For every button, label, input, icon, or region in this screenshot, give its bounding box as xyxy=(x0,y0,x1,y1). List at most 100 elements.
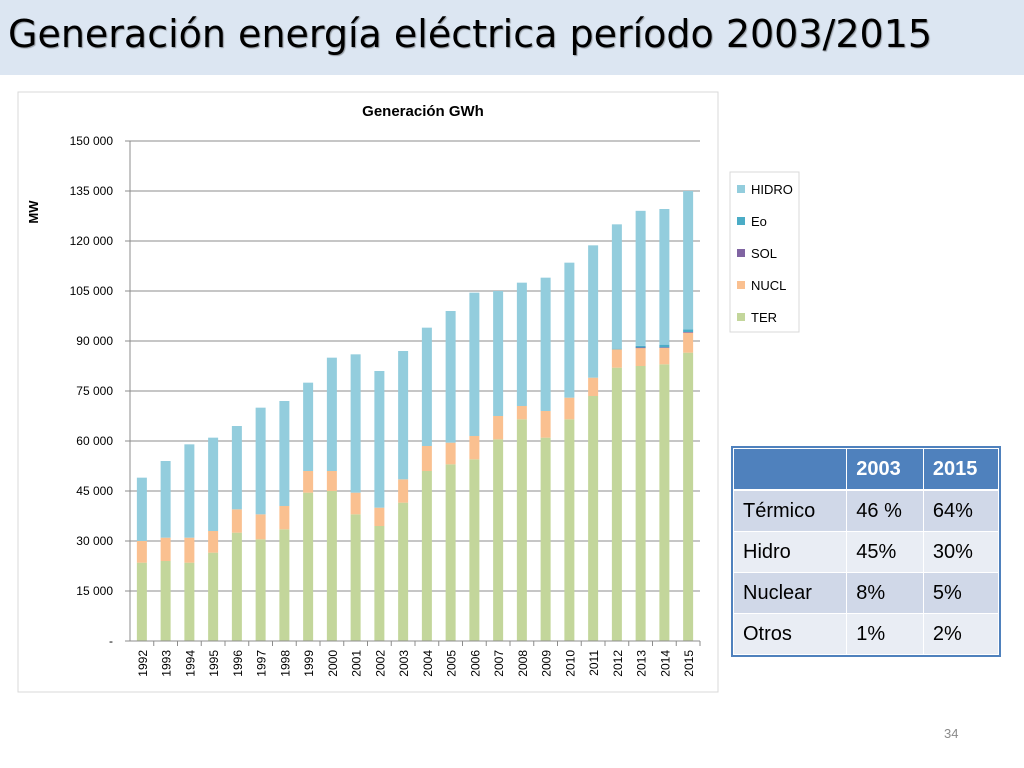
bar-nucl-2004 xyxy=(421,446,432,471)
table-cell: 8% xyxy=(846,572,924,614)
slide-title: Generación energía eléctrica período 200… xyxy=(8,12,933,56)
bar-ter-2012 xyxy=(611,367,622,641)
bar-hidro-2005 xyxy=(445,311,456,443)
x-tick-label: 2003 xyxy=(397,650,411,677)
legend-swatch-eo xyxy=(737,217,745,225)
bar-ter-1993 xyxy=(160,561,171,641)
bar-nucl-2007 xyxy=(493,416,504,440)
chart-title: Generación GWh xyxy=(362,103,484,120)
table-cell: Nuclear xyxy=(732,572,848,614)
x-tick-label: 1997 xyxy=(255,650,269,677)
legend-swatch-nucl xyxy=(737,281,745,289)
bar-nucl-2012 xyxy=(611,349,622,368)
x-tick-label: 2014 xyxy=(658,650,672,677)
table-header-row: 2003 2015 xyxy=(732,448,1000,491)
y-tick-label: 45 000 xyxy=(76,484,113,498)
page-number: 34 xyxy=(944,726,959,741)
bar-ter-2004 xyxy=(421,471,432,641)
x-tick-label: 1999 xyxy=(302,650,316,677)
table-header-cell: 2015 xyxy=(922,448,1000,491)
table-cell: 64% xyxy=(922,489,1000,532)
bar-nucl-1996 xyxy=(231,509,242,533)
x-tick-label: 1994 xyxy=(183,650,197,677)
bar-nucl-2005 xyxy=(445,442,456,465)
bar-hidro-1993 xyxy=(160,461,171,538)
table-row: Nuclear 8% 5% xyxy=(732,572,1000,614)
bar-ter-2003 xyxy=(398,502,409,641)
x-tick-label: 2006 xyxy=(468,650,482,677)
bar-nucl-2010 xyxy=(564,397,575,420)
table-row: Otros 1% 2% xyxy=(732,613,1000,655)
bar-hidro-2006 xyxy=(469,292,480,436)
bar-ter-2001 xyxy=(350,514,361,641)
y-tick-label: 135 000 xyxy=(70,184,114,198)
bar-nucl-2013 xyxy=(635,347,646,366)
bar-nucl-1994 xyxy=(184,537,195,563)
bar-hidro-1997 xyxy=(255,407,266,515)
bar-nucl-1992 xyxy=(136,541,147,563)
bar-nucl-2000 xyxy=(326,471,337,491)
bar-nucl-2015 xyxy=(683,332,694,353)
legend-swatch-ter xyxy=(737,313,745,321)
bar-ter-2010 xyxy=(564,419,575,641)
bar-hidro-2001 xyxy=(350,354,361,493)
legend-swatch-hidro xyxy=(737,185,745,193)
bar-hidro-2007 xyxy=(493,291,504,416)
table-cell: Otros xyxy=(732,613,848,655)
bar-ter-2013 xyxy=(635,366,646,641)
bar-hidro-1994 xyxy=(184,444,195,538)
x-tick-label: 2001 xyxy=(350,650,364,677)
bar-eo-2012 xyxy=(611,348,622,350)
legend-label-sol: SOL xyxy=(751,246,777,261)
bar-ter-2015 xyxy=(683,352,694,641)
bar-eo-2014 xyxy=(659,344,670,348)
bar-hidro-1996 xyxy=(231,426,242,510)
table-cell: Hidro xyxy=(732,531,848,573)
bar-ter-1997 xyxy=(255,539,266,641)
y-tick-label: 120 000 xyxy=(70,234,114,248)
x-tick-label: 1993 xyxy=(160,650,174,677)
table-cell: 5% xyxy=(922,572,1000,614)
y-tick-label: 150 000 xyxy=(70,134,114,148)
bar-hidro-2014 xyxy=(659,209,670,345)
x-tick-label: 2008 xyxy=(516,650,530,677)
bar-ter-1998 xyxy=(279,529,290,641)
table-cell: Térmico xyxy=(732,489,848,532)
bar-hidro-1999 xyxy=(303,382,314,471)
table-cell: 1% xyxy=(846,613,924,655)
chart-frame xyxy=(17,91,719,693)
bar-ter-1995 xyxy=(208,552,219,641)
y-tick-label: - xyxy=(109,634,113,648)
bar-hidro-2010 xyxy=(564,262,575,398)
bar-hidro-1995 xyxy=(208,437,219,531)
bar-ter-1992 xyxy=(136,562,147,641)
bar-hidro-2013 xyxy=(635,210,646,346)
table-cell: 30% xyxy=(922,531,1000,573)
title-band xyxy=(0,0,1024,75)
bar-hidro-2008 xyxy=(516,282,527,406)
y-tick-label: 105 000 xyxy=(70,284,114,298)
x-tick-label: 1996 xyxy=(231,650,245,677)
table-header-cell xyxy=(732,448,848,491)
bar-eo-2013 xyxy=(635,345,646,348)
bar-nucl-2014 xyxy=(659,347,670,365)
table-row: Hidro 45% 30% xyxy=(732,531,1000,573)
bar-ter-1996 xyxy=(231,532,242,641)
bar-hidro-1998 xyxy=(279,401,290,506)
table-header-cell: 2003 xyxy=(846,448,924,491)
x-tick-label: 2007 xyxy=(492,650,506,677)
bar-ter-2006 xyxy=(469,459,480,641)
bar-nucl-1995 xyxy=(208,531,219,553)
bar-ter-2007 xyxy=(493,439,504,641)
x-tick-label: 2009 xyxy=(540,650,554,677)
bar-hidro-2000 xyxy=(326,357,337,471)
bar-nucl-2011 xyxy=(588,377,599,396)
bar-nucl-1998 xyxy=(279,506,290,530)
bar-hidro-2011 xyxy=(588,245,599,378)
y-tick-label: 75 000 xyxy=(76,384,113,398)
table-cell: 46 % xyxy=(846,489,924,532)
x-tick-label: 2004 xyxy=(421,650,435,677)
bar-ter-2000 xyxy=(326,491,337,641)
bar-nucl-1999 xyxy=(303,471,314,493)
table-row: Térmico 46 % 64% xyxy=(732,489,1000,532)
